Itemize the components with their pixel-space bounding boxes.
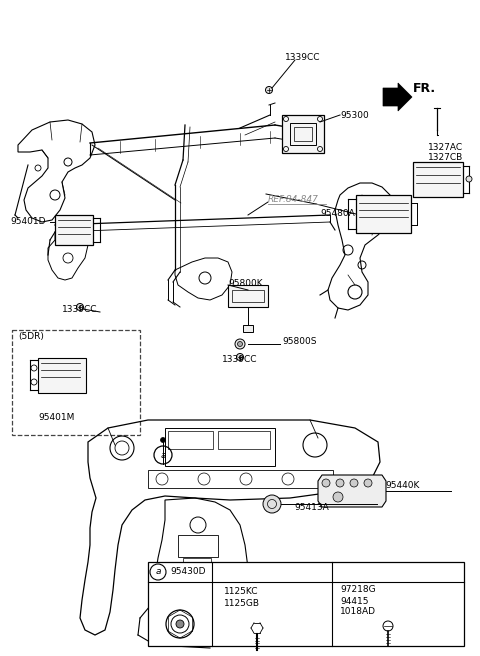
Text: 95300: 95300 bbox=[340, 110, 369, 119]
Bar bbox=[290, 123, 316, 145]
Text: 1339CC: 1339CC bbox=[62, 306, 97, 314]
Bar bbox=[228, 285, 268, 307]
Text: 1125KC: 1125KC bbox=[224, 588, 259, 596]
Bar bbox=[218, 431, 270, 449]
Circle shape bbox=[76, 304, 84, 310]
Circle shape bbox=[364, 479, 372, 487]
Text: 1339CC: 1339CC bbox=[285, 54, 321, 62]
Bar bbox=[413, 162, 463, 197]
Bar bbox=[183, 558, 211, 570]
Bar bbox=[12, 330, 140, 435]
Circle shape bbox=[466, 176, 472, 182]
Circle shape bbox=[333, 492, 343, 502]
Bar bbox=[55, 215, 93, 245]
Circle shape bbox=[238, 342, 242, 346]
Text: (5DR): (5DR) bbox=[18, 331, 44, 340]
Circle shape bbox=[160, 438, 166, 443]
Text: 97218G: 97218G bbox=[340, 586, 376, 594]
Bar bbox=[148, 562, 464, 646]
Text: 95480A: 95480A bbox=[320, 209, 355, 218]
Text: 95430D: 95430D bbox=[170, 567, 205, 577]
Text: 95800S: 95800S bbox=[282, 337, 316, 346]
Text: a: a bbox=[155, 567, 161, 577]
Bar bbox=[165, 428, 275, 466]
Text: 94415: 94415 bbox=[340, 596, 369, 605]
Text: REF.84-847: REF.84-847 bbox=[268, 195, 319, 205]
Circle shape bbox=[336, 479, 344, 487]
Bar bbox=[38, 358, 86, 393]
Text: 95440K: 95440K bbox=[385, 482, 420, 491]
Bar bbox=[168, 431, 213, 449]
Text: FR.: FR. bbox=[413, 81, 436, 94]
Text: 1018AD: 1018AD bbox=[340, 607, 376, 617]
Text: 95800K: 95800K bbox=[228, 279, 263, 287]
Text: 1339CC: 1339CC bbox=[222, 356, 257, 365]
Text: 1327CB: 1327CB bbox=[428, 154, 463, 163]
Text: 95401M: 95401M bbox=[38, 413, 74, 422]
Bar bbox=[243, 325, 253, 332]
Bar bbox=[294, 127, 312, 141]
Bar bbox=[356, 195, 411, 233]
Circle shape bbox=[176, 620, 184, 628]
Bar bbox=[232, 290, 264, 302]
Text: 95413A: 95413A bbox=[294, 504, 329, 512]
Circle shape bbox=[322, 479, 330, 487]
Text: a: a bbox=[160, 451, 166, 459]
Bar bbox=[178, 535, 218, 557]
Circle shape bbox=[263, 495, 281, 513]
Text: 95401D: 95401D bbox=[10, 218, 46, 226]
Text: 1327AC: 1327AC bbox=[428, 144, 463, 152]
Polygon shape bbox=[318, 475, 386, 507]
Circle shape bbox=[350, 479, 358, 487]
Polygon shape bbox=[383, 83, 412, 111]
Circle shape bbox=[235, 339, 245, 349]
Bar bbox=[148, 470, 333, 488]
Bar bbox=[282, 115, 324, 153]
Circle shape bbox=[265, 87, 273, 94]
Text: 1125GB: 1125GB bbox=[224, 600, 260, 609]
Circle shape bbox=[237, 354, 243, 361]
